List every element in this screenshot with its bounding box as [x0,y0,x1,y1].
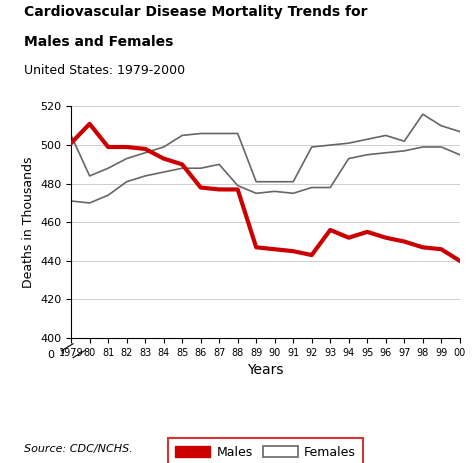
Text: 0: 0 [47,350,55,360]
Text: United States: 1979-2000: United States: 1979-2000 [24,64,185,77]
X-axis label: Years: Years [247,363,284,377]
Text: Cardiovascular Disease Mortality Trends for: Cardiovascular Disease Mortality Trends … [24,5,367,19]
Text: Males and Females: Males and Females [24,35,173,49]
Text: Source: CDC/NCHS.: Source: CDC/NCHS. [24,444,132,454]
Legend: Males, Females: Males, Females [168,438,363,463]
Y-axis label: Deaths in Thousands: Deaths in Thousands [22,156,35,288]
